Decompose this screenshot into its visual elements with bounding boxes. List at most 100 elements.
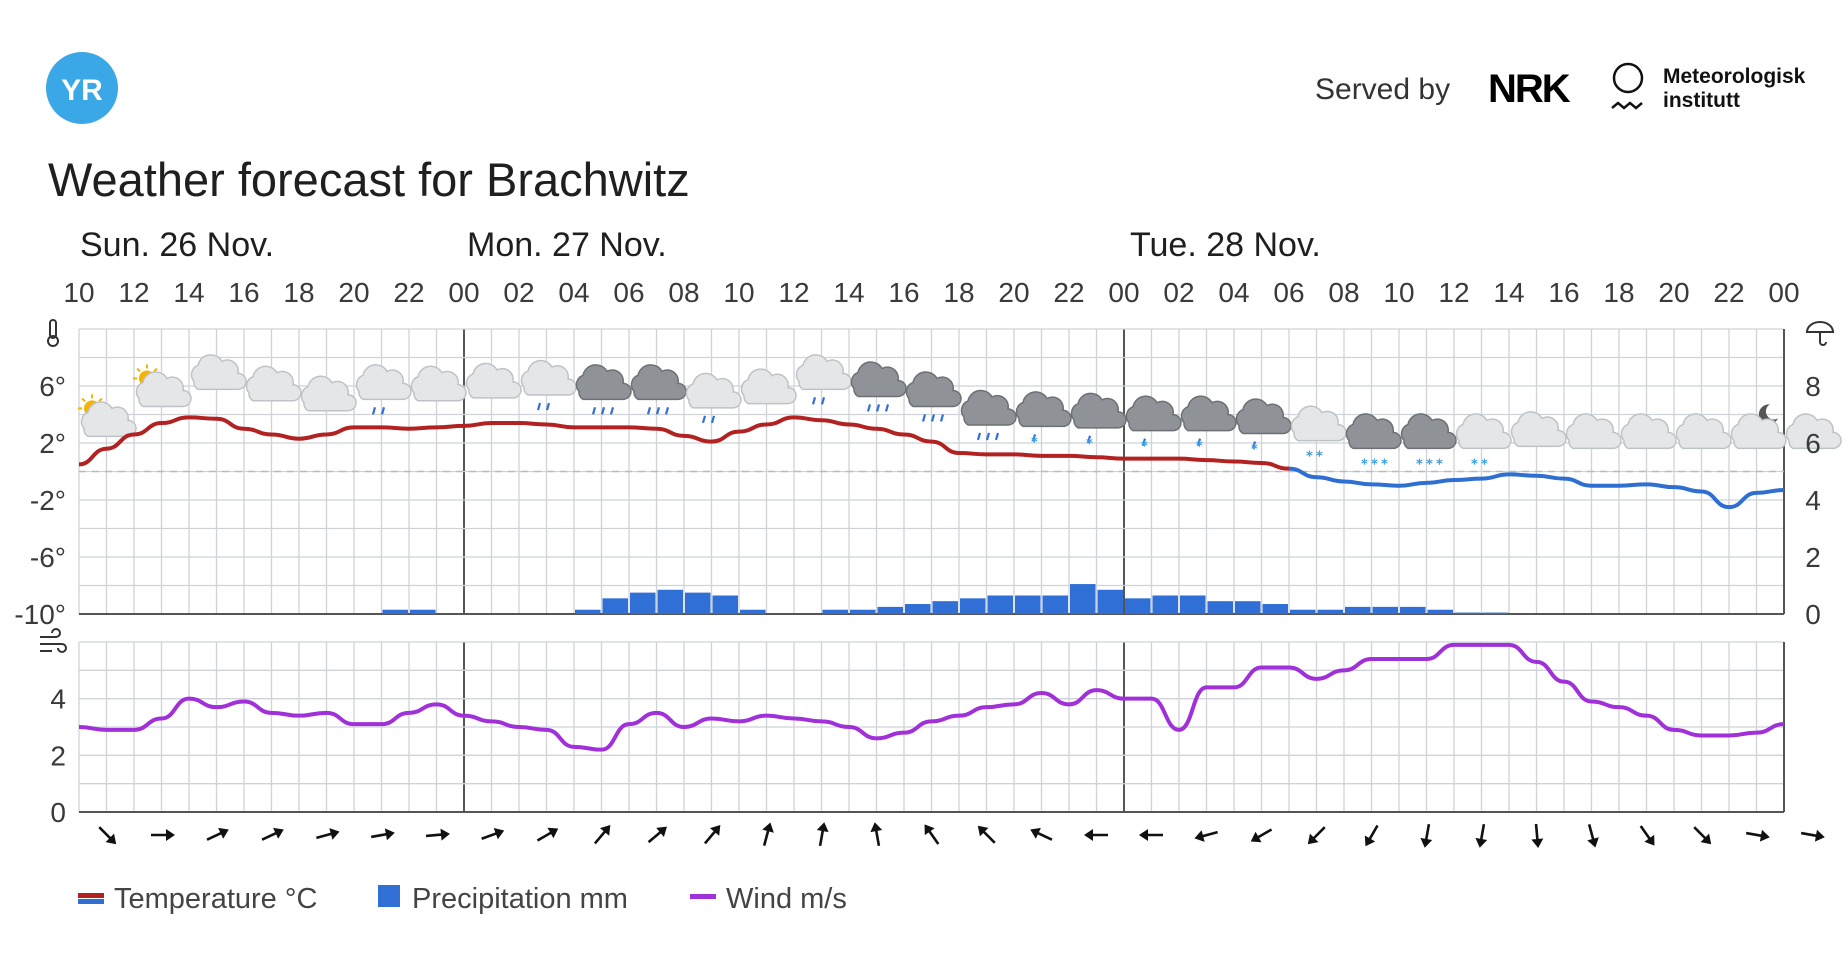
cloudy-icon <box>410 365 467 402</box>
page-title: Weather forecast for Brachwitz <box>48 153 690 206</box>
hour-tick-label: 20 <box>998 277 1029 308</box>
met-logo[interactable]: Meteorologisk institutt <box>1611 62 1806 112</box>
precip-bar <box>630 592 656 614</box>
snow-icon: * * * <box>1345 413 1402 472</box>
light-rain-icon <box>520 359 577 411</box>
legend: Temperature °C Precipitation mm Wind m/s <box>78 883 847 915</box>
precip-bar <box>1015 595 1041 614</box>
wind-arrow-icon <box>1250 828 1273 843</box>
yr-logo-text: YR <box>61 74 103 107</box>
hour-tick-label: 10 <box>1383 277 1414 308</box>
wind-grid <box>78 641 1785 813</box>
sleet-icon: * <box>1015 391 1072 450</box>
wind-tick-label: 0 <box>50 797 66 828</box>
thermometer-icon <box>47 319 59 347</box>
legend-wind-swatch <box>690 894 716 899</box>
cloudy-icon <box>245 365 302 402</box>
temperature-tick-label: 6° <box>39 371 66 402</box>
wind-arrow-icon <box>1194 830 1218 842</box>
partly-sunny-icon <box>133 364 192 408</box>
rain-icon <box>575 364 632 415</box>
wind-arrow-icon <box>1800 829 1825 842</box>
hour-tick-label: 16 <box>1548 277 1579 308</box>
precip-bar <box>1042 595 1068 614</box>
met-name-line1: Meteorologisk <box>1663 65 1806 88</box>
wind-arrow-icon <box>762 822 774 846</box>
precip-bar <box>1372 606 1398 614</box>
hour-tick-label: 12 <box>778 277 809 308</box>
precip-bar <box>1400 606 1426 614</box>
precip-bar <box>822 609 848 614</box>
served-by-label: Served by <box>1315 73 1450 106</box>
axis-labels: 6° 2° -2° -6° -10° 8 6 4 2 0 4 2 0 <box>14 371 1820 828</box>
svg-text:*: * <box>1316 450 1323 465</box>
snow-icon: * * * <box>1400 413 1457 472</box>
wind-arrow-icon <box>1639 825 1655 846</box>
precip-bar <box>1152 595 1178 614</box>
hour-tick-label: 02 <box>503 277 534 308</box>
hour-tick-label: 04 <box>1218 277 1249 308</box>
wind-arrow-icon <box>425 828 450 841</box>
yr-logo[interactable]: YR <box>46 52 118 124</box>
temperature-tick-label: -10° <box>14 599 66 630</box>
hour-tick-label: 14 <box>833 277 864 308</box>
precip-bar <box>1235 601 1261 614</box>
legend-precipitation: Precipitation mm <box>412 883 628 915</box>
svg-text:*: * <box>1381 457 1388 472</box>
wind-tick-label: 2 <box>50 740 66 771</box>
svg-text:*: * <box>1416 457 1423 472</box>
hour-tick-label: 22 <box>1713 277 1744 308</box>
hour-tick-label: 10 <box>63 277 94 308</box>
hour-tick-label: 18 <box>1603 277 1634 308</box>
hour-tick-label: 20 <box>1658 277 1689 308</box>
sleet-icon: * <box>1125 395 1182 455</box>
umbrella-icon <box>1805 321 1835 346</box>
precip-bar <box>877 606 903 614</box>
temperature-tick-label: -2° <box>30 485 66 516</box>
legend-temperature: Temperature °C <box>114 883 317 915</box>
wind-arrow-icon <box>98 826 117 845</box>
nrk-logo[interactable]: NRK <box>1488 67 1573 111</box>
day-label-mon: Mon. 27 Nov. <box>467 226 667 264</box>
cloudy-icon <box>190 354 247 391</box>
precip-tick-label: 8 <box>1805 371 1821 402</box>
sleet-icon: * <box>1070 392 1127 452</box>
wind-arrow-icon <box>481 827 505 840</box>
svg-text:*: * <box>1361 457 1368 472</box>
wind-arrow-icon <box>647 826 667 844</box>
wind-arrow-icon <box>206 827 229 841</box>
wind-arrow-icon <box>1420 823 1433 848</box>
hour-tick-label: 02 <box>1163 277 1194 308</box>
cloudy-icon <box>1510 411 1567 448</box>
precip-bar <box>712 595 738 614</box>
precip-tick-label: 6 <box>1805 428 1821 459</box>
weather-icons: * * * * * * ** * * * * * * * <box>78 354 1842 472</box>
hour-axis: 10 12 14 16 18 20 22 00 02 04 06 08 10 12 14 16 18 20 22 00… <box>63 277 1799 308</box>
precip-bar <box>1070 584 1096 614</box>
wind-arrow-icon <box>593 825 611 845</box>
precip-bar <box>850 609 876 614</box>
wind-arrow-icon <box>1139 829 1163 841</box>
legend-precipitation-swatch <box>378 885 400 907</box>
wind-direction-arrows <box>98 822 1825 848</box>
precip-tick-label: 4 <box>1805 485 1821 516</box>
hour-tick-label: 18 <box>943 277 974 308</box>
precip-bar <box>1290 609 1316 614</box>
hour-tick-label: 14 <box>173 277 204 308</box>
light-rain-icon <box>795 354 852 405</box>
wind-arrow-icon <box>924 824 940 845</box>
precip-bar <box>740 609 766 614</box>
temperature-line-cold <box>1288 466 1785 510</box>
legend-wind: Wind m/s <box>726 883 847 915</box>
wind-arrow-icon <box>151 829 175 841</box>
svg-text:*: * <box>1196 440 1203 455</box>
hour-tick-label: 10 <box>723 277 754 308</box>
svg-text:*: * <box>1141 440 1148 455</box>
precip-bar <box>602 598 628 614</box>
svg-text:*: * <box>1031 435 1038 450</box>
wind-tick-label: 4 <box>50 684 66 715</box>
precipitation-bars <box>382 584 1508 614</box>
svg-text:*: * <box>1371 457 1378 472</box>
hour-tick-label: 18 <box>283 277 314 308</box>
